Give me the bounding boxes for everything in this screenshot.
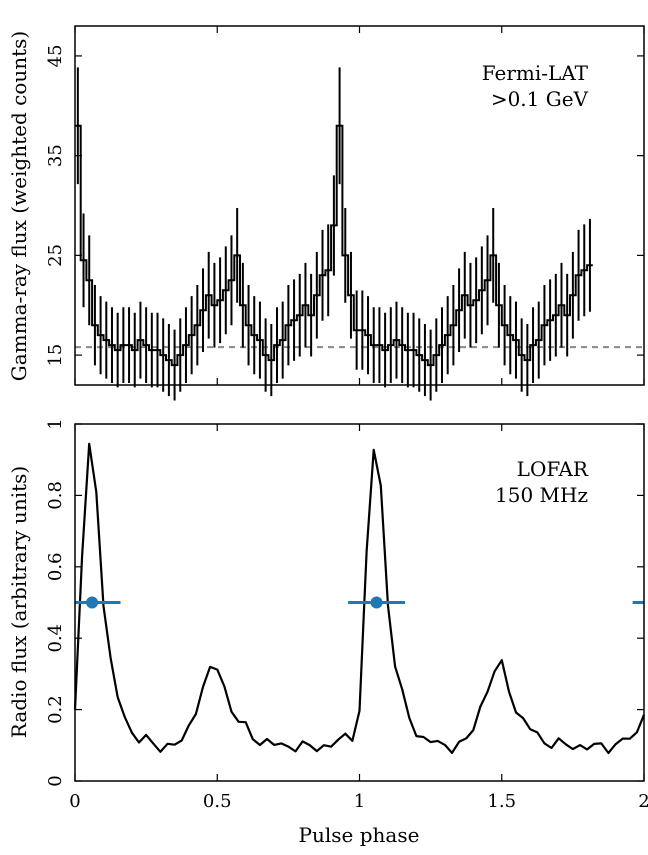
bottom-y-tick-label: 0.4 [45, 624, 66, 653]
bottom-axis-ticks: 0 0.5 1 1.5 2 0 0.2 0.4 0.6 0.8 1 [45, 418, 648, 812]
top-annotation-line1: Fermi-LAT [482, 61, 589, 85]
top-y-axis-label: Gamma-ray flux (weighted counts) [7, 31, 31, 382]
top-annotation-line2: >0.1 GeV [491, 87, 589, 111]
top-axis-ticks: 15 25 35 45 [45, 26, 645, 385]
bottom-x-tick-label: 0 [69, 791, 80, 812]
bottom-annotation-line2: 150 MHz [495, 483, 588, 507]
bottom-x-tick-label: 0.5 [203, 791, 232, 812]
top-y-tick-label: 35 [45, 144, 66, 167]
bottom-x-tick-label: 2 [638, 791, 648, 812]
bottom-x-tick-label: 1.5 [487, 791, 516, 812]
radio-peak-marker [86, 596, 99, 609]
top-y-tick-label: 15 [45, 344, 66, 367]
bottom-y-tick-label: 1 [45, 418, 66, 429]
radio-profile-curve [73, 442, 646, 755]
bottom-annotation-line1: LOFAR [517, 457, 589, 481]
radio-peak-marker [370, 596, 383, 609]
bottom-y-tick-label: 0 [45, 775, 66, 786]
bottom-y-tick-label: 0.2 [45, 695, 66, 724]
gamma-ray-panel: 15 25 35 45 Fermi-LAT >0.1 GeV Gamma-ray fl… [7, 25, 645, 401]
bottom-x-tick-label: 1 [354, 791, 365, 812]
top-y-tick-label: 25 [45, 244, 66, 267]
bottom-y-tick-label: 0.6 [45, 552, 66, 581]
top-y-tick-label: 45 [45, 44, 66, 67]
gamma-ray-step-curve [75, 124, 593, 367]
bottom-y-tick-label: 0.8 [45, 481, 66, 510]
x-axis-label: Pulse phase [299, 823, 420, 847]
bottom-y-axis-label: Radio flux (arbitrary units) [7, 466, 31, 738]
radio-peak-markers [75, 596, 644, 609]
radio-panel: 0 0.5 1 1.5 2 0 0.2 0.4 0.6 0.8 1 LOFAR 150 MHz Ra… [7, 418, 648, 847]
